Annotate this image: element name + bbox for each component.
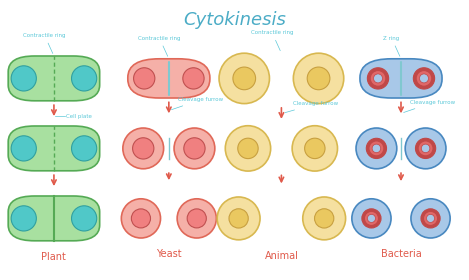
Ellipse shape: [362, 209, 381, 228]
Text: Cytokinesis: Cytokinesis: [183, 11, 286, 29]
Text: Yeast: Yeast: [156, 249, 182, 259]
Ellipse shape: [369, 141, 384, 156]
Text: Contractile ring: Contractile ring: [251, 30, 293, 51]
Ellipse shape: [372, 144, 381, 153]
Ellipse shape: [229, 209, 248, 228]
Text: Cleavage furrow: Cleavage furrow: [404, 100, 455, 113]
Text: Animal: Animal: [265, 251, 298, 261]
Ellipse shape: [133, 138, 154, 159]
Ellipse shape: [71, 206, 97, 231]
Ellipse shape: [356, 128, 397, 169]
Ellipse shape: [217, 197, 260, 240]
Ellipse shape: [184, 138, 205, 159]
Ellipse shape: [233, 67, 256, 90]
FancyBboxPatch shape: [8, 56, 99, 101]
Ellipse shape: [305, 138, 325, 158]
Ellipse shape: [134, 68, 155, 89]
Ellipse shape: [413, 68, 435, 89]
Ellipse shape: [421, 144, 430, 153]
Ellipse shape: [352, 199, 391, 238]
Ellipse shape: [303, 197, 346, 240]
FancyBboxPatch shape: [8, 126, 99, 171]
Ellipse shape: [416, 71, 432, 86]
Ellipse shape: [177, 199, 216, 238]
Text: Cleavage furrow: Cleavage furrow: [285, 101, 338, 113]
Ellipse shape: [121, 199, 160, 238]
Ellipse shape: [426, 214, 435, 222]
Ellipse shape: [292, 126, 338, 171]
Ellipse shape: [315, 209, 334, 228]
Text: Cleavage furrow: Cleavage furrow: [172, 97, 223, 110]
Ellipse shape: [307, 67, 330, 90]
Ellipse shape: [366, 138, 386, 158]
Ellipse shape: [219, 53, 270, 104]
Ellipse shape: [411, 199, 450, 238]
Text: Z ring: Z ring: [384, 36, 400, 56]
FancyBboxPatch shape: [360, 59, 442, 98]
Ellipse shape: [11, 66, 37, 91]
Ellipse shape: [225, 126, 271, 171]
Ellipse shape: [416, 138, 436, 158]
Ellipse shape: [11, 206, 37, 231]
Ellipse shape: [131, 209, 151, 228]
Ellipse shape: [373, 74, 383, 83]
Ellipse shape: [418, 141, 433, 156]
Ellipse shape: [370, 71, 386, 86]
Ellipse shape: [187, 209, 206, 228]
Ellipse shape: [364, 211, 378, 225]
Ellipse shape: [424, 211, 438, 225]
Text: Bacteria: Bacteria: [381, 249, 421, 259]
Ellipse shape: [421, 209, 440, 228]
Ellipse shape: [367, 68, 389, 89]
Ellipse shape: [123, 128, 164, 169]
Text: Plant: Plant: [41, 252, 67, 262]
Ellipse shape: [11, 136, 37, 161]
Ellipse shape: [71, 136, 97, 161]
Ellipse shape: [405, 128, 446, 169]
Text: Contractile ring: Contractile ring: [138, 36, 181, 56]
Text: Cell plate: Cell plate: [66, 114, 91, 119]
FancyBboxPatch shape: [128, 59, 210, 98]
Ellipse shape: [238, 138, 258, 158]
Ellipse shape: [293, 53, 344, 104]
Ellipse shape: [71, 66, 97, 91]
Ellipse shape: [367, 214, 376, 222]
Ellipse shape: [419, 74, 429, 83]
Text: Contractile ring: Contractile ring: [23, 33, 66, 53]
FancyBboxPatch shape: [8, 196, 99, 241]
Ellipse shape: [174, 128, 215, 169]
Ellipse shape: [183, 68, 204, 89]
